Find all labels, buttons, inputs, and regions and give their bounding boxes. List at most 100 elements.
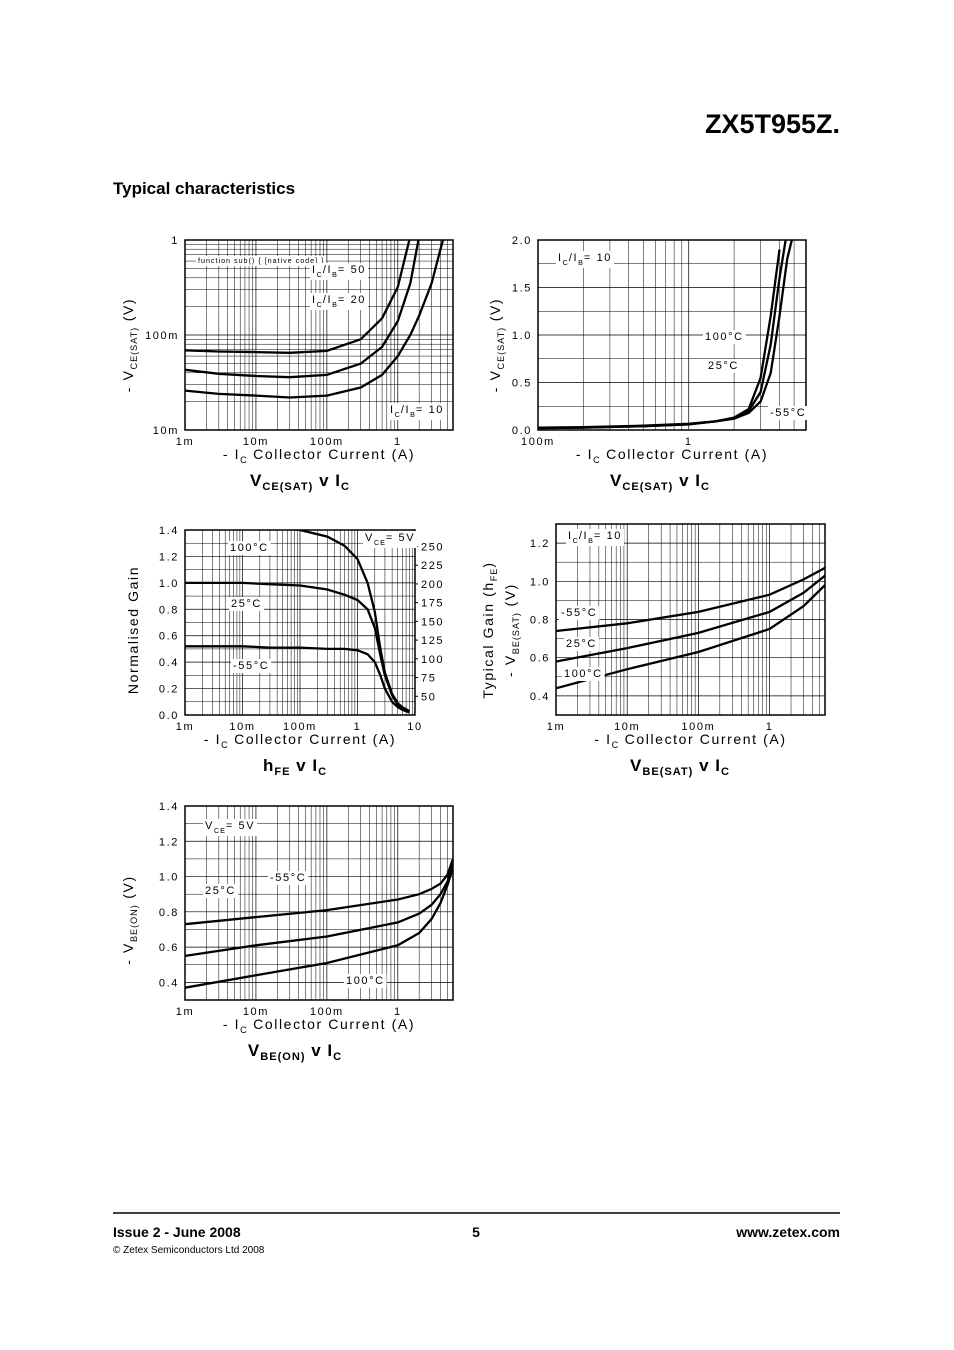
curve bbox=[185, 581, 410, 713]
series-label: IC/IB= 20 bbox=[312, 294, 366, 309]
text-part: Collector Current (A) bbox=[619, 731, 786, 747]
subscript: C bbox=[612, 740, 620, 750]
series-label: 100°C bbox=[705, 331, 744, 343]
x-tick-label: 1 bbox=[766, 721, 774, 733]
y-tick-label: 1.0 bbox=[159, 872, 179, 884]
y-tick-label: 1.0 bbox=[512, 330, 532, 342]
series-label: 100°C bbox=[564, 668, 603, 680]
text-part: V bbox=[205, 820, 214, 832]
y-axis-label: - VCE(SAT) (V) bbox=[487, 298, 506, 392]
text-part: v I bbox=[290, 756, 318, 775]
text-part: v I bbox=[673, 471, 701, 490]
subscript: CE(SAT) bbox=[262, 481, 313, 493]
chart: 1m 10m 100m 1 10 0.0 0.2 0.4 0.6 0.8 1.0 1.2 1.4 50 75… bbox=[125, 525, 444, 778]
text-part: V bbox=[630, 756, 642, 775]
subscript: C bbox=[563, 259, 569, 267]
text-part: - V bbox=[120, 369, 136, 392]
y-axis-label: - VBE(SAT) (V) bbox=[502, 583, 521, 677]
text-part: = 10 bbox=[594, 530, 622, 542]
x-tick-label: 100m bbox=[283, 721, 317, 733]
subscript: CE(SAT) bbox=[496, 327, 506, 370]
y-tick-label: 1 bbox=[171, 235, 179, 247]
y-axis-label: - VBE(ON) (V) bbox=[120, 875, 139, 964]
doc-title: ZX5T955Z. bbox=[705, 109, 840, 139]
curve bbox=[185, 858, 453, 926]
curve bbox=[185, 240, 411, 354]
text-part: I bbox=[568, 530, 573, 542]
label-bg bbox=[768, 406, 809, 420]
subscript: C bbox=[721, 766, 730, 778]
annotation: IC/IB= 10 bbox=[568, 530, 622, 545]
text-part: V bbox=[365, 532, 374, 544]
y2-tick-label: 175 bbox=[421, 598, 444, 610]
subscript: function sub() { [native code] } bbox=[198, 257, 324, 265]
series-label: 25°C bbox=[708, 360, 739, 372]
label-bg bbox=[310, 263, 369, 280]
y-tick-label: 0.8 bbox=[159, 604, 179, 616]
curve bbox=[185, 645, 410, 714]
y2-tick-label: 225 bbox=[421, 560, 444, 572]
y2-tick-label: 50 bbox=[421, 691, 436, 703]
subscript: C bbox=[593, 455, 601, 465]
text-part: /I bbox=[579, 530, 588, 542]
x-tick-label: 1 bbox=[354, 721, 362, 733]
x-tick-label: 1 bbox=[394, 436, 402, 448]
chart-caption: VCE(SAT) v IC bbox=[250, 471, 350, 493]
text-part: V bbox=[248, 1041, 260, 1060]
series-label: 25°C bbox=[231, 598, 262, 610]
text-part: v I bbox=[313, 471, 341, 490]
subscript: C bbox=[317, 271, 323, 279]
text-part: I bbox=[390, 404, 395, 416]
subscript: C bbox=[240, 455, 248, 465]
y-tick-label: 0.0 bbox=[159, 710, 179, 722]
curve bbox=[185, 240, 420, 379]
x-axis-label: - IC Collector Current (A) bbox=[594, 731, 786, 750]
subscript: C bbox=[317, 301, 323, 309]
series-label: IC/IB= 10 bbox=[390, 404, 444, 419]
text-part: (V) bbox=[120, 875, 136, 904]
series-label: -55°C bbox=[770, 407, 806, 419]
text-part: /I bbox=[323, 294, 332, 306]
y-tick-label: 0.0 bbox=[512, 425, 532, 437]
x-axis-label: - IC Collector Current (A) bbox=[204, 731, 396, 750]
page-number: 5 bbox=[472, 1224, 480, 1240]
label-bg bbox=[388, 403, 447, 420]
subscript: BE(SAT) bbox=[511, 612, 521, 654]
text-part: = 10 bbox=[584, 252, 612, 264]
subscript: C bbox=[318, 766, 327, 778]
y-axis-label: - VCE(SAT) (V) bbox=[120, 298, 139, 392]
annotation: VCE= 5V bbox=[365, 532, 415, 547]
chart: 100m 10.00.51.01.52.0IC/IB= 10100°C25°C-5… bbox=[487, 235, 809, 493]
text-part: I bbox=[312, 294, 317, 306]
x-tick-label: 1m bbox=[176, 436, 194, 448]
y-tick-label: 0.8 bbox=[159, 907, 179, 919]
label-bg bbox=[203, 819, 258, 836]
text-part: Collector Current (A) bbox=[229, 731, 396, 747]
subscript: C bbox=[395, 411, 401, 419]
subscript: CE bbox=[214, 827, 226, 835]
chart-caption: VBE(ON) v IC bbox=[248, 1041, 342, 1063]
subscript: BE(ON) bbox=[260, 1051, 305, 1063]
y-axis-label: Normalised Gain bbox=[125, 566, 141, 694]
annotation: IC/IB= 10 bbox=[558, 252, 612, 267]
subscript: B bbox=[588, 537, 594, 545]
y2-tick-label: 100 bbox=[421, 654, 444, 666]
x-tick-label: 10m bbox=[614, 721, 640, 733]
curve bbox=[185, 867, 453, 989]
text-part: V bbox=[610, 471, 622, 490]
x-tick-label: 1 bbox=[394, 1006, 402, 1018]
subscript: C bbox=[221, 740, 229, 750]
x-tick-label: 1 bbox=[685, 436, 693, 448]
text-part: I bbox=[558, 252, 563, 264]
text-part: = 5V bbox=[386, 532, 415, 544]
subscript: B bbox=[578, 259, 584, 267]
curve bbox=[556, 584, 825, 690]
subscript: C bbox=[341, 481, 350, 493]
text-part: (V) bbox=[120, 298, 136, 327]
curve bbox=[556, 566, 825, 633]
x-axis-label: - IC Collector Current (A) bbox=[576, 446, 768, 465]
text-part: - V bbox=[120, 942, 136, 965]
x-tick-label: 1m bbox=[176, 1006, 194, 1018]
label-bg bbox=[310, 293, 369, 310]
annotation: function sub() { [native code] } bbox=[198, 257, 324, 265]
